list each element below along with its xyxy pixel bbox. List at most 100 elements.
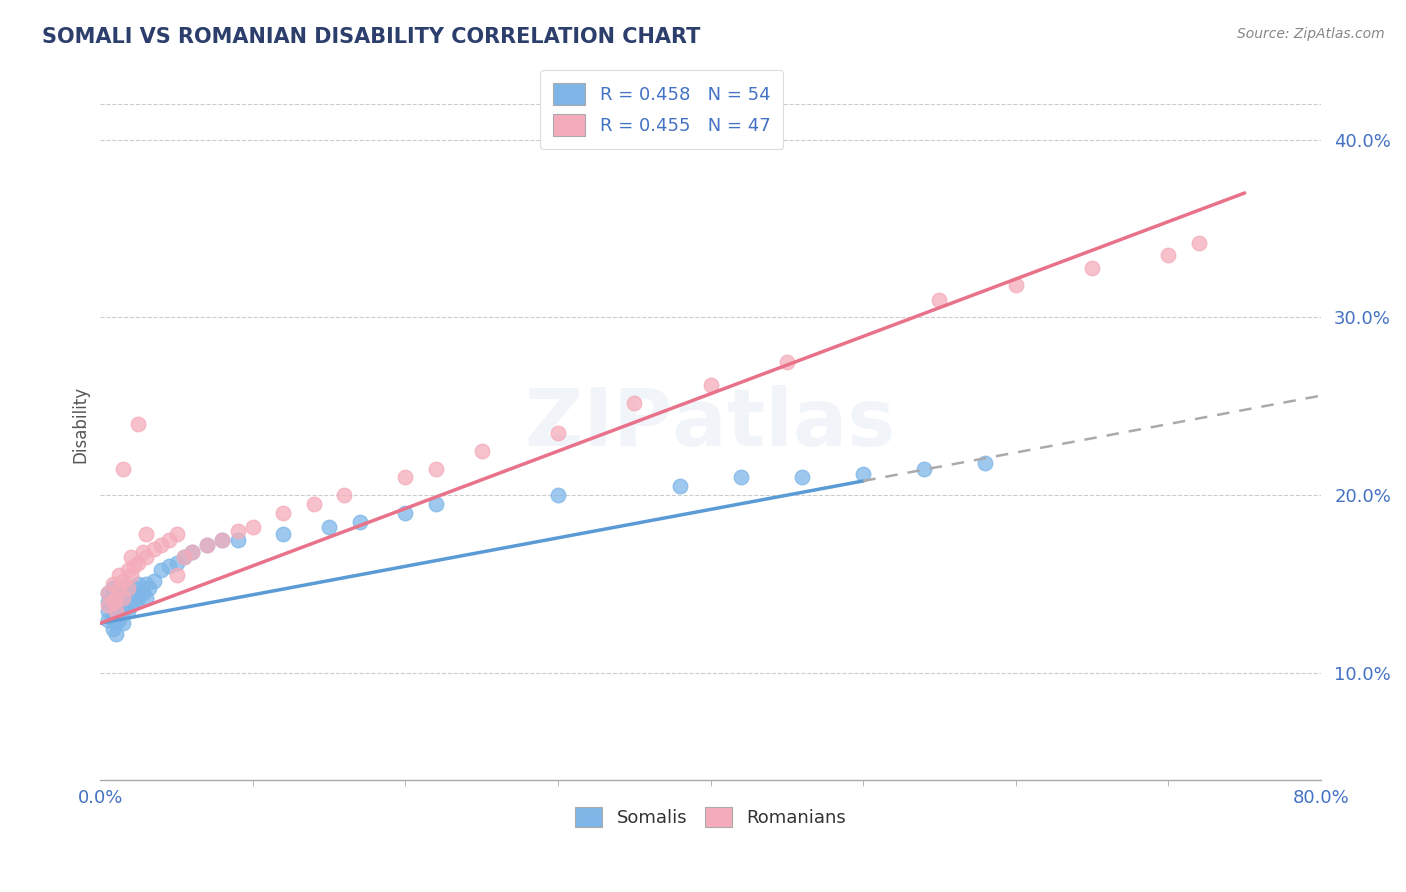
Point [107,581,129,595]
Point [132,545,155,559]
Point [166,527,188,541]
Point [101,599,124,613]
Point [157,559,180,574]
Point [173,550,195,565]
Point [97,599,120,613]
Point [107,568,129,582]
Point [195,538,218,552]
Point [112,574,135,588]
Point [180,545,202,559]
Point [112,616,135,631]
Point [101,622,124,636]
Point [104,604,127,618]
Point [142,541,165,556]
Y-axis label: Disability: Disability [72,385,89,463]
Point [547,425,569,440]
Point [1157,248,1180,262]
Point [117,604,139,618]
Point [101,591,124,606]
Point [471,443,494,458]
Point [180,545,202,559]
Point [730,470,752,484]
Point [112,604,135,618]
Point [97,595,120,609]
Point [226,533,249,547]
Point [150,563,173,577]
Point [273,506,295,520]
Point [135,527,157,541]
Point [1188,235,1211,250]
Point [112,461,135,475]
Point [104,586,127,600]
Point [138,581,160,595]
Text: Source: ZipAtlas.com: Source: ZipAtlas.com [1237,27,1385,41]
Point [547,488,569,502]
Point [97,604,120,618]
Point [135,577,157,591]
Point [1081,260,1104,275]
Point [122,581,145,595]
Point [107,613,129,627]
Point [273,527,295,541]
Point [157,533,180,547]
Point [226,524,249,538]
Point [394,470,416,484]
Point [211,533,233,547]
Point [669,479,692,493]
Legend: Somalis, Romanians: Somalis, Romanians [568,800,853,835]
Point [394,506,416,520]
Point [104,591,127,606]
Point [928,293,950,307]
Point [97,613,120,627]
Point [166,556,188,570]
Point [112,591,135,606]
Point [195,538,218,552]
Point [302,497,325,511]
Point [135,591,157,606]
Point [349,515,371,529]
Point [852,467,875,481]
Point [1004,278,1026,293]
Point [97,586,120,600]
Text: ZIP​atlas: ZIP​atlas [526,385,896,463]
Point [101,577,124,591]
Point [104,607,127,622]
Point [318,520,340,534]
Point [107,604,129,618]
Point [333,488,356,502]
Point [104,616,127,631]
Point [117,581,139,595]
Point [132,586,155,600]
Point [104,627,127,641]
Point [120,550,142,565]
Point [101,581,124,595]
Point [107,591,129,606]
Point [211,533,233,547]
Point [120,568,142,582]
Point [128,556,150,570]
Point [120,599,142,613]
Point [101,613,124,627]
Point [792,470,814,484]
Point [425,497,447,511]
Point [122,559,145,574]
Point [135,550,157,565]
Point [101,595,124,609]
Point [150,538,173,552]
Point [120,586,142,600]
Point [166,568,188,582]
Point [776,355,799,369]
Point [104,599,127,613]
Point [912,461,935,475]
Point [117,563,139,577]
Point [142,574,165,588]
Point [623,395,645,409]
Point [112,595,135,609]
Point [128,591,150,606]
Point [425,461,447,475]
Point [122,595,145,609]
Text: SOMALI VS ROMANIAN DISABILITY CORRELATION CHART: SOMALI VS ROMANIAN DISABILITY CORRELATIO… [42,27,700,46]
Point [97,586,120,600]
Point [128,417,150,431]
Point [974,456,997,470]
